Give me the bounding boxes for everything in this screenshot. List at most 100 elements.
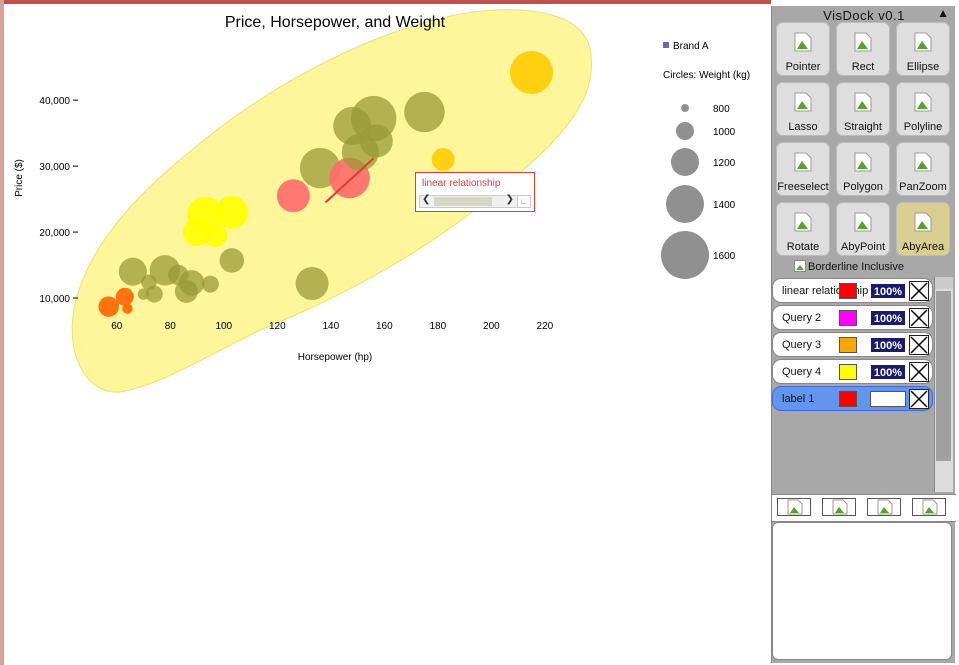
query-label[interactable]: Query 3 bbox=[782, 339, 822, 351]
scroll-left-icon[interactable]: ❮ bbox=[422, 194, 431, 205]
tool-freeselect[interactable]: Freeselect bbox=[776, 142, 830, 196]
panel-title: VisDock v0.1 bbox=[823, 8, 905, 23]
delete-icon[interactable] bbox=[909, 308, 929, 328]
data-point[interactable] bbox=[510, 50, 554, 94]
data-point[interactable] bbox=[295, 267, 329, 301]
data-point[interactable] bbox=[187, 196, 223, 233]
scroll-right-icon[interactable]: ❯ bbox=[505, 194, 514, 205]
annotation-label: linear relationship bbox=[422, 178, 501, 189]
query-color-swatch[interactable] bbox=[839, 310, 857, 326]
query-row[interactable]: Query 4 100% bbox=[772, 359, 933, 384]
query-color-swatch[interactable] bbox=[839, 283, 857, 299]
data-point[interactable] bbox=[145, 285, 163, 303]
polygon-icon bbox=[854, 152, 872, 172]
data-point[interactable] bbox=[201, 275, 219, 293]
query-label[interactable]: Query 2 bbox=[782, 312, 822, 324]
resize-handle-icon[interactable]: ∟ bbox=[517, 195, 531, 208]
data-point[interactable] bbox=[215, 195, 249, 229]
annotation-scroll-thumb[interactable] bbox=[434, 197, 492, 206]
abyarea-icon bbox=[914, 212, 932, 232]
delete-icon[interactable] bbox=[909, 389, 929, 409]
query-scroll-thumb[interactable] bbox=[936, 291, 951, 461]
annotation-line[interactable] bbox=[324, 157, 375, 204]
query-color-swatch[interactable] bbox=[839, 391, 857, 407]
broken-image-icon bbox=[832, 499, 848, 515]
query-row[interactable]: Query 2 100% bbox=[772, 305, 933, 330]
y-axis-label: Price ($) bbox=[14, 159, 25, 197]
tool-label: Straight bbox=[844, 121, 882, 133]
tool-pointer[interactable]: Pointer bbox=[776, 22, 830, 76]
data-point[interactable] bbox=[98, 296, 119, 317]
data-point[interactable] bbox=[204, 223, 228, 247]
tool-label: Rotate bbox=[786, 241, 820, 253]
size-legend-circle bbox=[681, 104, 689, 112]
x-tick-label: 60 bbox=[111, 321, 123, 332]
tool-polygon[interactable]: Polygon bbox=[836, 142, 890, 196]
tool-label: Ellipse bbox=[906, 61, 940, 73]
query-label[interactable]: Query 4 bbox=[782, 366, 822, 378]
query-row[interactable]: label 1 bbox=[772, 386, 933, 411]
legend: Brand A Circles: Weight (kg) bbox=[663, 41, 750, 81]
toolbar-button-1[interactable] bbox=[777, 498, 811, 516]
rotate-icon bbox=[794, 212, 812, 232]
y-tick-label: 10,000 bbox=[39, 294, 70, 305]
delete-icon[interactable] bbox=[909, 335, 929, 355]
collapse-icon[interactable]: ▲ bbox=[937, 6, 949, 20]
data-point[interactable] bbox=[276, 179, 310, 213]
data-points[interactable] bbox=[98, 50, 554, 317]
tool-rect[interactable]: Rect bbox=[836, 22, 890, 76]
tool-abypoint[interactable]: AbyPoint bbox=[836, 202, 890, 256]
borderline-inclusive-toggle[interactable]: Borderline Inclusive bbox=[794, 260, 904, 273]
query-row[interactable]: Query 3 100% bbox=[772, 332, 933, 357]
toolbar-button-3[interactable] bbox=[867, 498, 901, 516]
tool-label: Lasso bbox=[788, 121, 818, 133]
query-color-swatch[interactable] bbox=[839, 337, 857, 353]
tool-label: Pointer bbox=[785, 61, 821, 73]
tool-rotate[interactable]: Rotate bbox=[776, 202, 830, 256]
x-axis-label: Horsepower (hp) bbox=[298, 352, 372, 363]
query-opacity[interactable]: 100% bbox=[870, 337, 906, 353]
tool-panzoom[interactable]: PanZoom bbox=[896, 142, 950, 196]
data-point[interactable] bbox=[115, 287, 134, 306]
query-opacity[interactable] bbox=[870, 391, 906, 407]
query-scrollbar[interactable] bbox=[934, 277, 953, 492]
toolbar-button-2[interactable] bbox=[822, 498, 856, 516]
tool-ellipse[interactable]: Ellipse bbox=[896, 22, 950, 76]
data-point[interactable] bbox=[431, 148, 455, 172]
query-opacity[interactable]: 100% bbox=[870, 364, 906, 380]
query-opacity[interactable]: 100% bbox=[870, 283, 906, 299]
x-tick-label: 120 bbox=[269, 321, 286, 332]
tool-lasso[interactable]: Lasso bbox=[776, 82, 830, 136]
toolbar-button-4[interactable] bbox=[912, 498, 946, 516]
size-legend-circle bbox=[661, 231, 709, 279]
data-point[interactable] bbox=[359, 124, 393, 158]
tool-label: Polyline bbox=[903, 121, 943, 133]
query-row[interactable]: linear relationship 100% bbox=[772, 278, 933, 303]
tool-polyline[interactable]: Polyline bbox=[896, 82, 950, 136]
data-point[interactable] bbox=[404, 91, 445, 133]
selection-area[interactable] bbox=[71, 9, 592, 393]
chart-canvas[interactable]: Price, Horsepower, and Weight 10,000 20,0… bbox=[0, 0, 770, 665]
tool-straight[interactable]: Straight bbox=[836, 82, 890, 136]
annotation-box[interactable]: linear relationship ❮ ❯ ∟ bbox=[415, 172, 535, 212]
delete-icon[interactable] bbox=[909, 281, 929, 301]
query-opacity[interactable]: 100% bbox=[870, 310, 906, 326]
tool-abyarea[interactable]: AbyArea bbox=[896, 202, 950, 256]
data-point[interactable] bbox=[122, 303, 133, 314]
query-list: linear relationship 100% Query 2 100% Query … bbox=[772, 277, 935, 492]
left-border bbox=[0, 0, 4, 665]
scroll-up-icon[interactable] bbox=[935, 277, 953, 289]
data-point[interactable] bbox=[118, 257, 147, 286]
query-color-swatch[interactable] bbox=[839, 364, 857, 380]
notes-area[interactable] bbox=[772, 522, 952, 660]
legend-series-label: Brand A bbox=[673, 41, 709, 52]
query-label[interactable]: label 1 bbox=[782, 393, 815, 405]
data-point[interactable] bbox=[219, 248, 245, 273]
annotation-scrollbar[interactable]: ❮ ❯ bbox=[419, 194, 518, 208]
data-point[interactable] bbox=[178, 270, 205, 296]
size-legend-circle bbox=[671, 148, 699, 176]
delete-icon[interactable] bbox=[909, 362, 929, 382]
x-tick-label: 160 bbox=[376, 321, 393, 332]
tool-label: PanZoom bbox=[899, 181, 947, 193]
size-legend-label: 1200 bbox=[713, 158, 736, 169]
